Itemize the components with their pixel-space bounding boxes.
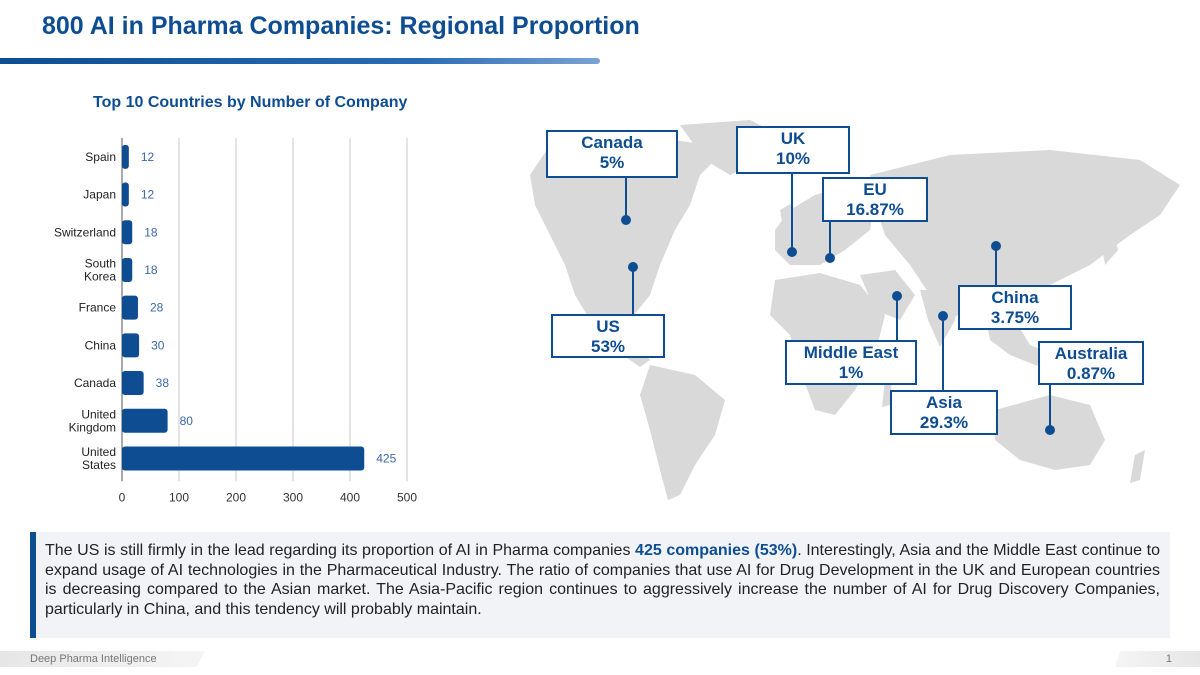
data-label: 425 bbox=[376, 451, 396, 465]
category-label: France bbox=[79, 301, 117, 315]
bar-chart: 0 100 200 300 400 500 12 Spain 12 Japan 18 Switzerl… bbox=[54, 138, 417, 504]
callout-region: Middle East bbox=[803, 343, 899, 362]
page-number: 1 bbox=[1115, 651, 1200, 667]
callout-region: US bbox=[596, 317, 620, 336]
bar bbox=[122, 446, 365, 471]
x-tick-label: 0 bbox=[119, 490, 126, 504]
x-tick-label: 200 bbox=[226, 490, 246, 504]
bar bbox=[122, 257, 133, 282]
data-label: 30 bbox=[151, 338, 165, 352]
callout-australia: Australia 0.87% bbox=[1038, 341, 1144, 385]
callout-canada: Canada 5% bbox=[546, 130, 678, 178]
north-america-landmass bbox=[530, 135, 715, 330]
bar bbox=[122, 144, 129, 169]
callout-value: 53% bbox=[590, 337, 626, 356]
callout-region: EU bbox=[863, 180, 887, 199]
data-label: 12 bbox=[141, 150, 155, 164]
callout-value: 29.3% bbox=[919, 413, 969, 432]
bar bbox=[122, 295, 138, 320]
japan-landmass bbox=[1100, 225, 1118, 265]
data-label: 80 bbox=[180, 414, 194, 428]
callout-value: 10% bbox=[775, 149, 811, 168]
new-zealand-landmass bbox=[1130, 450, 1145, 483]
callout-uk: UK 10% bbox=[736, 126, 850, 174]
x-tick-label: 300 bbox=[283, 490, 303, 504]
data-label: 38 bbox=[156, 376, 170, 390]
bar bbox=[122, 220, 133, 245]
callout-value: 1% bbox=[838, 363, 864, 382]
category-label: Spain bbox=[85, 150, 116, 164]
callout-china: China 3.75% bbox=[958, 285, 1072, 330]
callout-region: Asia bbox=[926, 393, 962, 412]
data-label: 18 bbox=[144, 225, 158, 239]
callout-region: Canada bbox=[581, 133, 643, 152]
category-label: Switzerland bbox=[54, 225, 116, 239]
australia-landmass bbox=[995, 395, 1105, 470]
bar bbox=[122, 182, 129, 207]
title-underline bbox=[0, 58, 600, 64]
callout-asia: Asia 29.3% bbox=[890, 390, 998, 435]
footer-brand: Deep Pharma Intelligence bbox=[0, 651, 205, 667]
category-label: South Korea bbox=[84, 256, 116, 283]
chart-title: Top 10 Countries by Number of Company bbox=[93, 94, 408, 111]
bar bbox=[122, 371, 144, 396]
asia-landmass bbox=[870, 150, 1180, 325]
callout-us: US 53% bbox=[551, 314, 665, 358]
summary-text-end: . Interestingly, Asia and the Middle Eas… bbox=[45, 542, 1160, 618]
callout-region: Australia bbox=[1054, 344, 1128, 363]
summary-highlight: 425 companies (53%) bbox=[635, 542, 798, 559]
data-label: 18 bbox=[144, 263, 158, 277]
callout-value: 3.75% bbox=[990, 308, 1040, 327]
callout-value: 16.87% bbox=[846, 200, 904, 219]
x-tick-label: 100 bbox=[169, 490, 189, 504]
callout-value: 5% bbox=[599, 153, 625, 172]
bar bbox=[122, 408, 168, 433]
callout-region: China bbox=[991, 288, 1039, 307]
page-title: 800 AI in Pharma Companies: Regional Pro… bbox=[42, 12, 640, 40]
data-label: 28 bbox=[150, 301, 164, 315]
india-landmass bbox=[920, 290, 960, 347]
category-label: United Kingdom bbox=[69, 407, 116, 434]
x-tick-label: 500 bbox=[397, 490, 417, 504]
world-map bbox=[530, 120, 1180, 500]
callout-middle-east: Middle East 1% bbox=[785, 340, 917, 385]
summary-panel: The US is still firmly in the lead regar… bbox=[30, 532, 1170, 638]
callout-value: 0.87% bbox=[1066, 364, 1116, 383]
bar bbox=[122, 333, 140, 358]
callout-eu: EU 16.87% bbox=[822, 177, 928, 222]
summary-text-start: The US is still firmly in the lead regar… bbox=[45, 542, 636, 559]
x-tick-label: 400 bbox=[340, 490, 360, 504]
data-label: 12 bbox=[141, 188, 155, 202]
middle-east-landmass bbox=[860, 270, 915, 320]
category-label: United States bbox=[81, 445, 116, 472]
category-label: Canada bbox=[74, 376, 116, 390]
category-label: Japan bbox=[83, 188, 116, 202]
south-america-landmass bbox=[640, 365, 725, 500]
category-label: China bbox=[85, 338, 117, 352]
callout-region: UK bbox=[780, 129, 806, 148]
